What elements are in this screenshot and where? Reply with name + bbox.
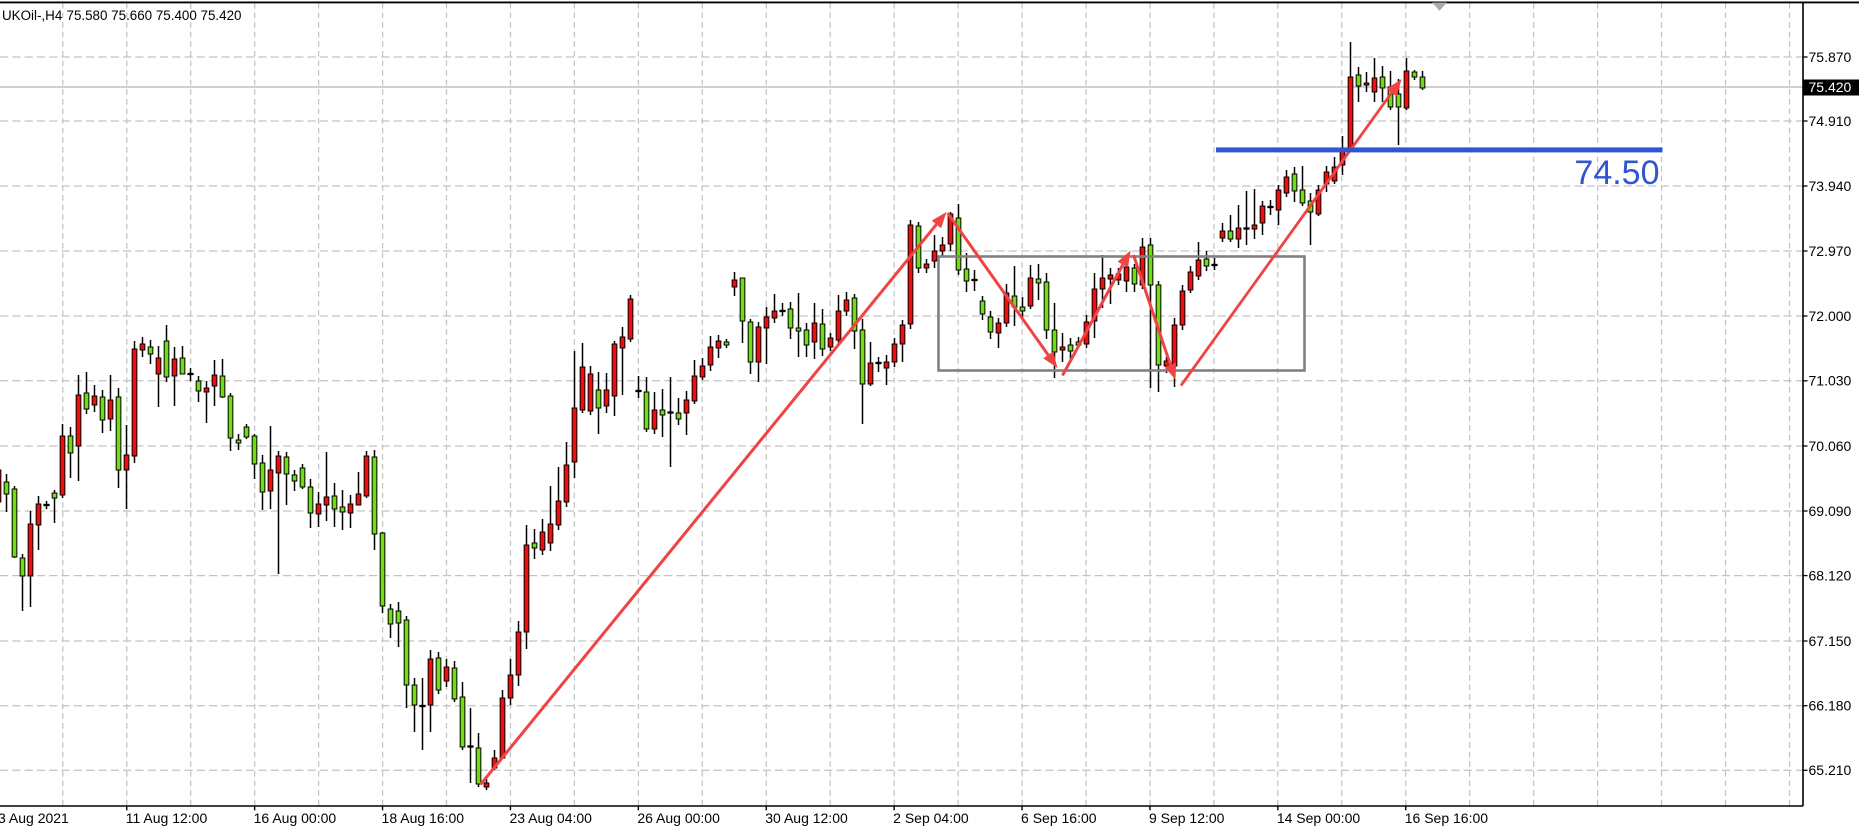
svg-text:74.50: 74.50 <box>1574 154 1659 192</box>
svg-text:75.420: 75.420 <box>1809 79 1852 95</box>
svg-text:11 Aug 12:00: 11 Aug 12:00 <box>126 810 208 826</box>
svg-text:26 Aug 00:00: 26 Aug 00:00 <box>637 810 720 826</box>
svg-text:6 Sep 16:00: 6 Sep 16:00 <box>1021 810 1097 826</box>
svg-text:65.210: 65.210 <box>1809 762 1852 778</box>
svg-text:71.030: 71.030 <box>1809 373 1852 389</box>
svg-text:69.090: 69.090 <box>1809 503 1852 519</box>
svg-text:75.870: 75.870 <box>1809 49 1852 65</box>
svg-text:74.910: 74.910 <box>1809 113 1852 129</box>
svg-text:2 Sep 04:00: 2 Sep 04:00 <box>893 810 969 826</box>
svg-text:66.180: 66.180 <box>1809 698 1852 714</box>
svg-text:75.580 75.660 75.400 75.420: 75.580 75.660 75.400 75.420 <box>67 8 242 23</box>
svg-text:67.150: 67.150 <box>1809 633 1852 649</box>
svg-text:30 Aug 12:00: 30 Aug 12:00 <box>765 810 848 826</box>
svg-text:14 Sep 00:00: 14 Sep 00:00 <box>1277 810 1361 826</box>
svg-text:16 Sep 16:00: 16 Sep 16:00 <box>1405 810 1489 826</box>
svg-text:UKOil-,H4: UKOil-,H4 <box>2 8 63 23</box>
svg-text:72.000: 72.000 <box>1809 308 1852 324</box>
svg-text:23 Aug 04:00: 23 Aug 04:00 <box>509 810 592 826</box>
svg-text:3 Aug 2021: 3 Aug 2021 <box>0 810 69 826</box>
svg-text:72.970: 72.970 <box>1809 243 1852 259</box>
svg-text:9 Sep 12:00: 9 Sep 12:00 <box>1149 810 1225 826</box>
svg-text:68.120: 68.120 <box>1809 567 1852 583</box>
svg-text:18 Aug 16:00: 18 Aug 16:00 <box>382 810 465 826</box>
svg-text:73.940: 73.940 <box>1809 178 1852 194</box>
svg-text:16 Aug 00:00: 16 Aug 00:00 <box>254 810 337 826</box>
svg-text:70.060: 70.060 <box>1809 438 1852 454</box>
